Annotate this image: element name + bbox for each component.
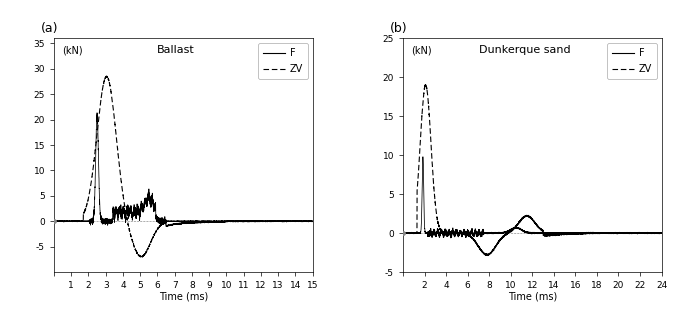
Text: (a): (a) — [41, 22, 59, 35]
X-axis label: Time (ms): Time (ms) — [159, 292, 208, 301]
Text: Dunkerque sand: Dunkerque sand — [479, 45, 570, 55]
Text: (kN): (kN) — [61, 45, 82, 55]
Legend: F, ZV: F, ZV — [259, 43, 308, 79]
X-axis label: Time (ms): Time (ms) — [508, 292, 557, 301]
Text: (b): (b) — [390, 22, 408, 35]
Text: (kN): (kN) — [411, 45, 431, 55]
Legend: F, ZV: F, ZV — [608, 43, 657, 79]
Text: Ballast: Ballast — [157, 45, 194, 55]
